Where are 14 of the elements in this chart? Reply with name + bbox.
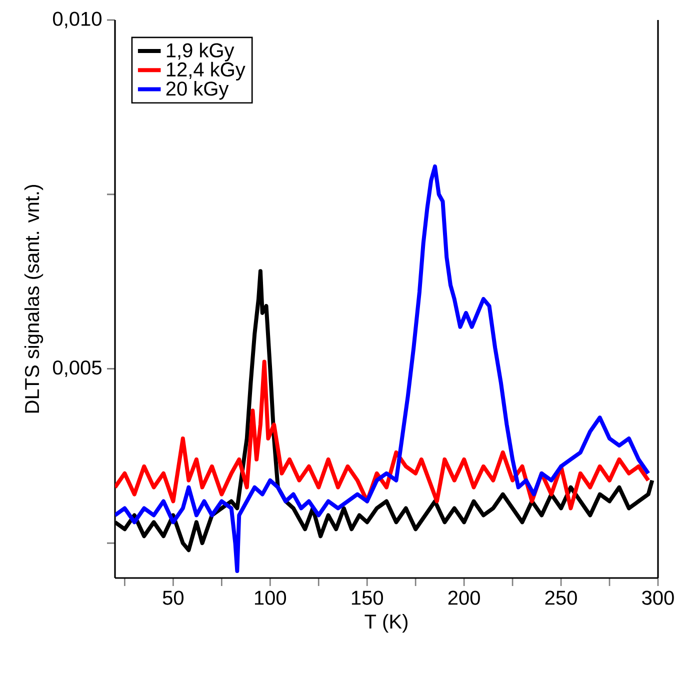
legend-label: 1,9 kGy bbox=[166, 42, 234, 62]
line-series bbox=[115, 164, 650, 574]
x-tick-label: 300 bbox=[642, 590, 674, 605]
x-tick-label: 150 bbox=[352, 590, 383, 605]
x-tick-label: 250 bbox=[545, 590, 577, 605]
y-tick-label: 0,010 bbox=[53, 12, 102, 28]
x-tick-label: 50 bbox=[162, 590, 184, 605]
y-tick-label: 0,005 bbox=[53, 360, 102, 378]
legend-label: 12,4 kGy bbox=[166, 62, 246, 81]
legend-label: 20 kGy bbox=[166, 81, 229, 100]
x-axis-title: T (K) bbox=[364, 614, 408, 633]
x-tick-label: 100 bbox=[254, 590, 286, 605]
y-axis-title: DLTS signalas (sant. vnt.) bbox=[24, 185, 44, 413]
x-tick-label: 200 bbox=[448, 590, 480, 605]
